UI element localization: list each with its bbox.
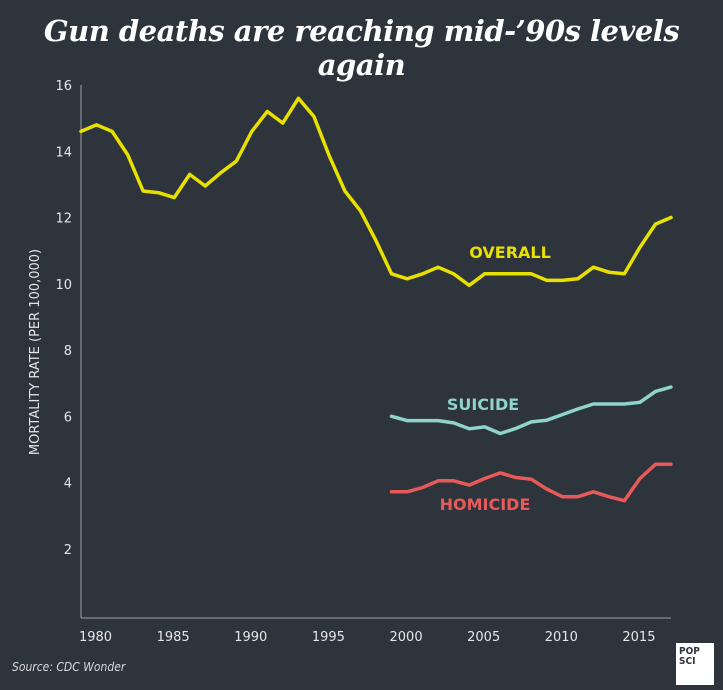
series-line-overall <box>79 96 673 288</box>
x-tick-label: 1980 <box>79 630 112 645</box>
source-note: Source: CDC Wonder <box>12 660 126 674</box>
x-tick-label: 1985 <box>157 630 190 645</box>
series-label-homicide: HOMICIDE <box>440 495 531 514</box>
logo-line-2: SCI <box>679 656 696 667</box>
chart-title: Gun deaths are reaching mid-’90s levels … <box>43 14 680 82</box>
y-tick-label: 12 <box>55 212 72 227</box>
y-tick-label: 16 <box>55 79 72 94</box>
series-label-suicide: SUICIDE <box>447 395 519 414</box>
y-tick-label: 2 <box>64 543 72 558</box>
x-tick-label: 2015 <box>622 630 655 645</box>
x-tick-label: 1990 <box>234 630 267 645</box>
y-tick-label: 8 <box>64 344 72 359</box>
logo-line-1: POP <box>679 646 700 657</box>
y-tick-label: 4 <box>64 477 72 492</box>
x-tick-label: 1995 <box>312 630 345 645</box>
y-tick-label: 6 <box>64 410 72 425</box>
series-line-homicide <box>389 462 673 503</box>
x-tick-label: 2005 <box>467 630 500 645</box>
y-tick-label: 14 <box>55 145 72 160</box>
series-label-overall: OVERALL <box>469 243 551 262</box>
x-tick-label: 2000 <box>390 630 423 645</box>
popsci-logo: POP SCI <box>676 643 714 685</box>
series-line-suicide <box>389 385 673 436</box>
y-axis-label: MORTALITY RATE (PER 100,000) <box>28 249 43 455</box>
x-tick-label: 2010 <box>545 630 578 645</box>
y-tick-label: 10 <box>55 278 72 293</box>
